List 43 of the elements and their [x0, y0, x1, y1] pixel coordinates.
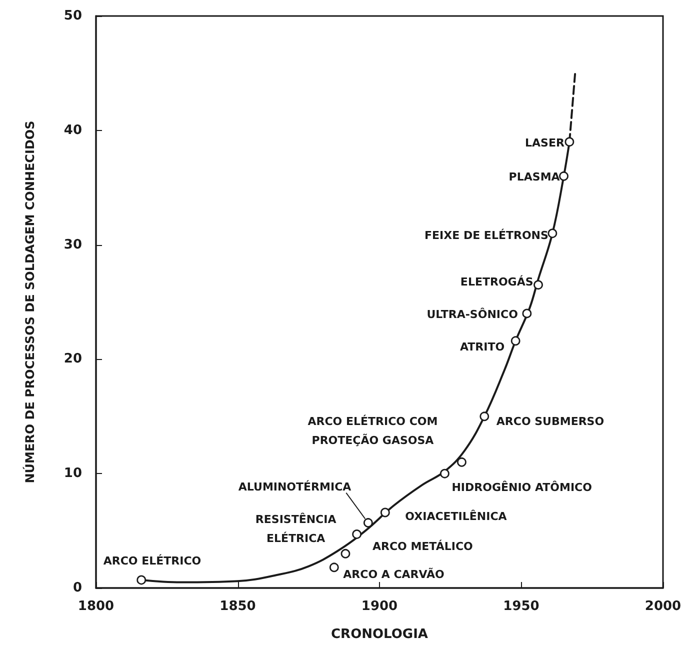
y-tick-label: 50 [64, 8, 82, 24]
point [480, 412, 490, 422]
annotation: ARCO SUBMERSO [496, 414, 604, 428]
y-tick-label: 30 [64, 237, 82, 252]
x-tick-label: 1900 [361, 599, 398, 614]
point [380, 508, 390, 518]
x-tick-label: 2000 [644, 599, 682, 614]
annotation: RESISTÊNCIA ELÉTRICA [255, 512, 337, 546]
annotation: HIDROGÊNIO ATÔMICO [452, 480, 592, 494]
point [440, 468, 450, 478]
x-tick-label: 1850 [220, 599, 256, 614]
y-tick-label: 20 [64, 352, 82, 367]
point [136, 575, 146, 585]
annotation: PLASMA [508, 170, 560, 184]
annotation: ALUMINOTÉRMICA [238, 479, 352, 494]
x-tick-label: 1800 [78, 599, 114, 614]
annotation: ARCO METÁLICO [372, 539, 473, 554]
y-tick-label: 0 [72, 580, 82, 596]
annotation: ULTRA-SÔNICO [426, 306, 518, 321]
point [329, 562, 339, 572]
annotation: ARCO ELÉTRICO COM PROTEÇÃO GASOSA [308, 414, 438, 448]
point [510, 336, 520, 346]
annotation: ARCO A CARVÃO [343, 566, 444, 581]
point [522, 308, 532, 318]
annotation: FEIXE DE ELÉTRONS [424, 228, 548, 242]
point [559, 171, 568, 181]
point [352, 530, 362, 539]
point [534, 280, 543, 290]
point [457, 457, 466, 467]
point [548, 228, 558, 238]
y-tick-label: 10 [64, 466, 82, 482]
x-axis-title: CRONOLOGIA [331, 627, 428, 642]
point [340, 548, 350, 558]
annotation: LASER [525, 136, 565, 150]
y-axis-title: NÚMERO DE PROCESSOS DE SOLDAGEM CONHECIDOS [22, 120, 37, 484]
x-tick-label: 1950 [503, 599, 540, 614]
point [363, 518, 373, 528]
annotation: ARCO ELÉTRICO [103, 553, 202, 568]
annotation: OXIACETILÊNICA [405, 508, 508, 523]
point [564, 137, 574, 147]
annotation: ELETROGÁS [460, 274, 534, 288]
y-tick-label: 40 [64, 122, 82, 138]
annotation: ATRITO [460, 340, 505, 354]
